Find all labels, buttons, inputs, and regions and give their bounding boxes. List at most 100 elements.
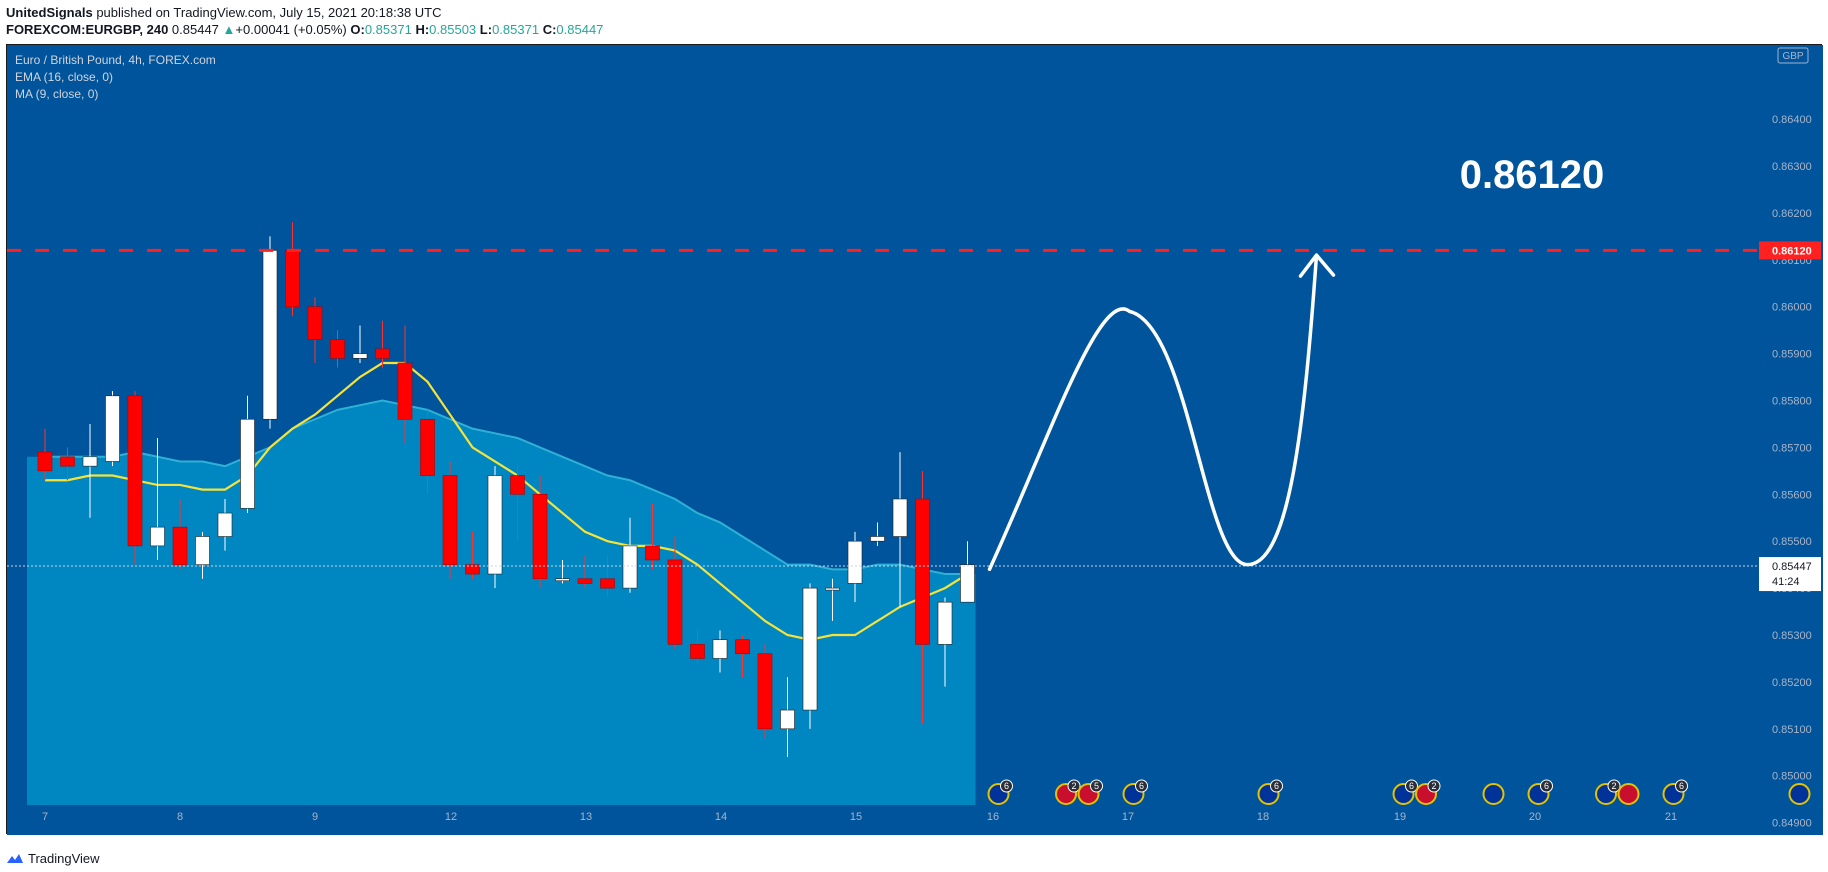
event-count-badge	[1067, 779, 1081, 793]
candle-body[interactable]	[375, 348, 390, 359]
candle-body[interactable]	[217, 512, 233, 537]
price-change: +0.00041 (+0.05%)	[235, 22, 347, 37]
candle-body[interactable]	[825, 587, 840, 591]
event-count-badge	[1090, 779, 1103, 793]
x-tick-label: 8	[177, 811, 183, 823]
candle-body[interactable]	[397, 362, 413, 420]
candle-body[interactable]	[352, 353, 368, 359]
candle-body[interactable]	[487, 475, 503, 575]
candle-body[interactable]	[240, 418, 255, 509]
y-tick-label: 0.85300	[1772, 630, 1812, 642]
x-tick-label: 21	[1665, 811, 1677, 823]
footer: TradingView	[6, 848, 100, 868]
candle-body[interactable]	[937, 601, 953, 645]
countdown-label: 41:24	[1772, 576, 1800, 588]
x-tick-label: 18	[1257, 811, 1269, 823]
target-price-tag-label: 0.86120	[1772, 245, 1812, 257]
candle-body[interactable]	[262, 250, 278, 420]
candle-body[interactable]	[555, 578, 570, 582]
eu-flag-icon[interactable]	[1788, 783, 1811, 805]
event-count-badge	[1270, 779, 1283, 793]
candle-body[interactable]	[150, 526, 165, 547]
event-count-badge	[1427, 779, 1441, 793]
candle-body[interactable]	[600, 578, 615, 589]
y-tick-label: 0.84900	[1772, 818, 1812, 830]
low-value: 0.85371	[492, 22, 540, 37]
candle-body[interactable]	[37, 451, 53, 472]
forecast-arrowhead	[1298, 253, 1336, 278]
candle-body[interactable]	[847, 540, 863, 584]
event-count-label: 6	[1679, 781, 1684, 791]
y-tick-label: 0.85200	[1772, 677, 1812, 689]
candle-body[interactable]	[870, 536, 885, 542]
candle-body[interactable]	[622, 545, 638, 589]
y-tick-label: 0.86200	[1772, 208, 1812, 220]
candle-body[interactable]	[667, 559, 683, 645]
event-count-badge	[1135, 779, 1148, 793]
candle-body[interactable]	[960, 564, 975, 603]
close-label: C:	[542, 22, 557, 37]
x-tick-label: 7	[42, 811, 48, 823]
candle-body[interactable]	[757, 653, 773, 730]
candle-body[interactable]	[442, 475, 458, 565]
event-count-label: 6	[1274, 781, 1279, 791]
footer-brand[interactable]: TradingView	[28, 850, 100, 866]
candle-body[interactable]	[105, 395, 120, 462]
candle-body[interactable]	[802, 587, 818, 711]
open-label: O:	[350, 22, 365, 37]
candle-body[interactable]	[465, 564, 480, 575]
candle-body[interactable]	[690, 644, 705, 659]
y-tick-label: 0.85600	[1772, 489, 1812, 501]
up-arrow-icon: ▲	[222, 22, 236, 37]
forecast-path[interactable]	[987, 253, 1319, 572]
uk-flag-icon[interactable]	[1617, 783, 1640, 805]
chart-panel[interactable]: 0.86120 0.86400 0.86300 0.86200 0.86100 0.860…	[6, 44, 1823, 835]
event-count-label: 6	[1139, 781, 1144, 791]
candle-body[interactable]	[915, 498, 930, 645]
y-tick-label: 0.85000	[1772, 771, 1812, 783]
event-count-label: 2	[1611, 781, 1616, 791]
candle-body[interactable]	[510, 475, 525, 495]
price-chart[interactable]: 0.861200.864000.863000.862000.861000.860…	[7, 45, 1823, 835]
candle-body[interactable]	[735, 639, 750, 655]
candle-body[interactable]	[712, 639, 728, 659]
candle-body[interactable]	[172, 526, 188, 565]
publish-info: published on TradingView.com, July 15, 2…	[96, 5, 442, 20]
x-tick-label: 9	[312, 811, 318, 823]
candle-body[interactable]	[532, 493, 548, 580]
candle-body[interactable]	[892, 498, 908, 537]
candle-body[interactable]	[330, 339, 345, 359]
x-tick-label: 20	[1529, 811, 1541, 823]
candle-body[interactable]	[60, 456, 75, 467]
last-price: 0.85447	[171, 22, 219, 37]
event-count-badge	[1000, 779, 1013, 793]
currency-badge[interactable]	[1777, 47, 1809, 64]
y-tick-label: 0.86300	[1772, 161, 1812, 173]
x-tick-label: 14	[715, 811, 727, 823]
ema-shaded-area	[27, 400, 976, 805]
candle-body[interactable]	[577, 578, 593, 584]
x-tick-label: 12	[445, 811, 457, 823]
target-price-tag	[1759, 241, 1821, 260]
candle-body[interactable]	[420, 418, 435, 476]
event-count-label: 2	[1071, 781, 1076, 791]
author-name[interactable]: UnitedSignals	[6, 5, 93, 20]
ema-line	[45, 399, 968, 576]
candle-body[interactable]	[127, 395, 143, 547]
high-label: H:	[415, 22, 430, 37]
candle-body[interactable]	[285, 250, 300, 307]
y-tick-label: 0.85900	[1772, 349, 1812, 361]
event-count-badge	[1607, 779, 1621, 793]
publish-header: UnitedSignals published on TradingView.c…	[6, 4, 1826, 38]
candle-body[interactable]	[195, 536, 210, 565]
event-count-label: 6	[1544, 781, 1549, 791]
candle-body[interactable]	[307, 306, 323, 340]
candle-body[interactable]	[82, 456, 98, 467]
candle-body[interactable]	[780, 709, 795, 730]
candle-body[interactable]	[645, 545, 660, 561]
event-count-label: 5	[1094, 781, 1099, 791]
y-tick-label: 0.85800	[1772, 395, 1812, 407]
event-count-label: 6	[1004, 781, 1009, 791]
eu-flag-icon[interactable]	[1482, 783, 1505, 805]
close-value: 0.85447	[556, 22, 604, 37]
